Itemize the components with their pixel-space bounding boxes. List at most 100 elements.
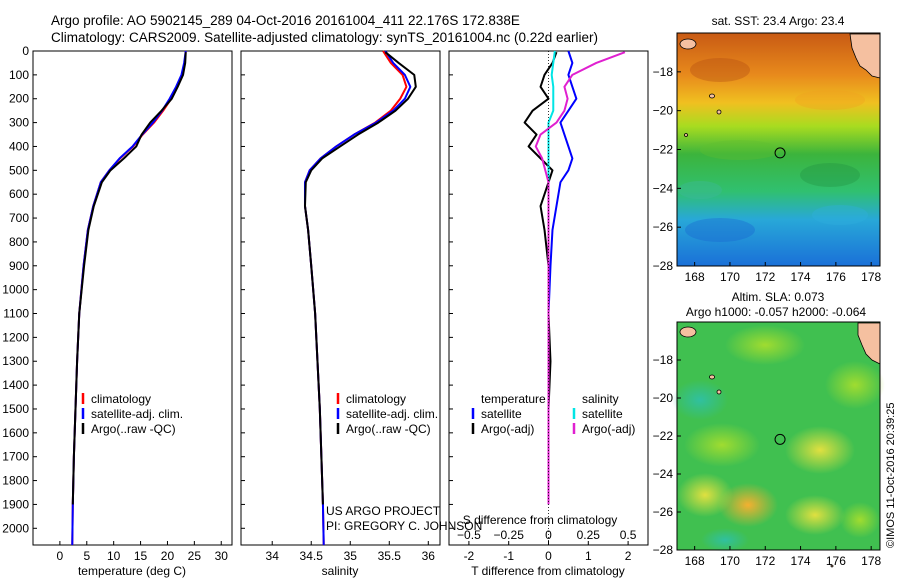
depth-tick-label: 600 [9,187,29,201]
x-tick-label: 35.5 [378,549,402,563]
depth-tick-label: 1700 [2,450,29,464]
map-y-tick-label: −28 [653,543,674,557]
depth-tick-label: 300 [9,116,29,130]
salinity-legend: climatology satellite-adj. clim. Argo(..… [326,392,482,533]
map-x-tick-label: 174 [791,554,811,568]
legend-label-s-argo: Argo(-adj) [582,422,635,436]
map-y-tick-label: −18 [653,353,674,367]
sst-texture [678,58,868,242]
depth-tick-label: 1800 [2,474,29,488]
sla-land [679,322,881,568]
series-argo-raw-qc- [71,52,187,505]
sst-map: sat. SST: 23.4 Argo: 23.4 168 170 172 174 17… [653,14,882,284]
sst-float-marker [774,147,786,159]
depth-tick-label: 2000 [2,521,29,535]
map-y-tick-label: −20 [653,104,674,118]
pi-annotation: PI: GREGORY C. JOHNSON [326,519,482,533]
depth-tick-label: 500 [9,163,29,177]
difference-xlabel-top: S difference from climatology [463,513,618,527]
depth-tick-label: 1200 [2,330,29,344]
difference-axis-ticks: -2 -1 0 1 2−0.5 −0.25 0 0.25 0.5 [457,528,637,563]
x-tick-label: 0 [57,549,64,563]
map-y-tick-label: −20 [653,391,674,405]
map-x-tick-label: 172 [755,270,775,284]
project-annotation: US ARGO PROJECT [326,504,441,518]
map-x-tick-label: 170 [720,554,740,568]
depth-tick-label: 1100 [3,307,29,321]
sst-map-field [677,33,880,266]
depth-tick-label: 0 [22,44,29,58]
depth-tick-label: 1000 [2,283,29,297]
x-tick-label: 35 [344,549,358,563]
map-y-tick-label: −26 [653,220,674,234]
sla-texture [672,325,885,552]
header-line-2: Climatology: CARS2009. Satellite-adjuste… [51,30,598,45]
temperature-legend: climatology satellite-adj. clim. Argo(..… [81,392,183,436]
depth-tick-label: 1900 [2,497,29,511]
map-y-tick-label: −28 [653,259,674,273]
x-tick-label: 36 [422,549,436,563]
x-tick-label: 1 [585,549,592,563]
legend-label-argo: Argo(..raw -QC) [346,422,431,436]
x-tick-label: 2 [625,549,632,563]
x-tick-label-salinity: 0.25 [577,528,601,542]
sla-map-title-1: Altim. SLA: 0.073 [732,290,825,304]
depth-tick-label: 200 [9,92,29,106]
x-tick-label: 20 [161,549,175,563]
x-tick-label: 34.5 [300,549,324,563]
salinity-series [303,50,417,546]
depth-tick-label: 100 [9,68,29,82]
x-tick-label-salinity: −0.5 [457,528,481,542]
x-tick-label: 15 [134,549,148,563]
x-tick-label: 5 [83,549,90,563]
difference-legend: temperature salinity satellite Argo(-adj… [471,392,635,436]
map-y-tick-label: −22 [653,429,674,443]
series-temperature-satellite [547,50,578,505]
series-satellite-adj-clim- [71,50,187,546]
temperature-xlabel: temperature (deg C) [78,564,186,578]
x-tick-label-salinity: 0.5 [620,528,637,542]
depth-tick-label: 900 [9,259,29,273]
legend-label-climatology: climatology [346,392,406,406]
depth-tick-label: 800 [9,235,29,249]
legend-label-satellite: satellite-adj. clim. [346,407,438,421]
series-satellite-adj-clim- [303,50,412,546]
map-y-tick-label: −18 [653,65,674,79]
map-y-tick-label: −22 [653,143,674,157]
temperature-axis-ticks: 0 5 10 15 20 25 30 [57,541,229,563]
legend-label-t-satellite: satellite [481,407,522,421]
sla-map-title-2: Argo h1000: -0.057 h2000: -0.064 [686,305,866,319]
map-x-tick-label: 178 [861,554,881,568]
sst-map-ticks: 168 170 172 174 176 178 −18 −20 −22 −24 −26 −28 [653,65,882,284]
map-x-tick-label: 170 [720,270,740,284]
series-temperature-argo-adj- [523,51,558,505]
sst-map-title: sat. SST: 23.4 Argo: 23.4 [712,14,845,28]
salinity-panel-frame [240,50,441,546]
x-tick-label: 30 [215,549,229,563]
imos-watermark: ©IMOS 11-Oct-2016 20:39:25 [885,403,897,548]
depth-tick-label: 700 [9,211,29,225]
series-argo-raw-qc- [303,51,417,505]
x-tick-label-salinity: −0.25 [494,528,525,542]
map-y-tick-label: −24 [653,467,674,481]
legend-label-climatology: climatology [91,392,151,406]
sla-map: Altim. SLA: 0.073 Argo h1000: -0.057 h20… [653,290,885,568]
depth-tick-label: 400 [9,139,29,153]
map-y-tick-label: −26 [653,505,674,519]
map-x-tick-label: 172 [755,554,775,568]
x-tick-label: -2 [464,549,475,563]
depth-axis-ticks: 0 100 200 300 400 500 600 700 800 900 1000 1100 1200… [2,44,453,535]
header-line-1: Argo profile: AO 5902145_289 04-Oct-2016… [51,13,520,28]
difference-xlabel: T difference from climatology [471,564,625,578]
salinity-axis-ticks: 34 34.5 35 35.5 36 [266,541,436,563]
depth-tick-label: 1300 [2,354,29,368]
sla-float-marker [774,433,786,445]
map-x-tick-label: 176 [826,554,846,568]
series-salinity-argo-adj- [534,51,626,505]
map-x-tick-label: 174 [791,270,811,284]
map-y-tick-label: −24 [653,181,674,195]
sla-map-ticks: 168 170 172 174 176 178 −18 −20 −22 −24 −26 −28 [653,353,882,568]
temperature-series [71,50,187,546]
map-x-tick-label: 168 [685,270,705,284]
